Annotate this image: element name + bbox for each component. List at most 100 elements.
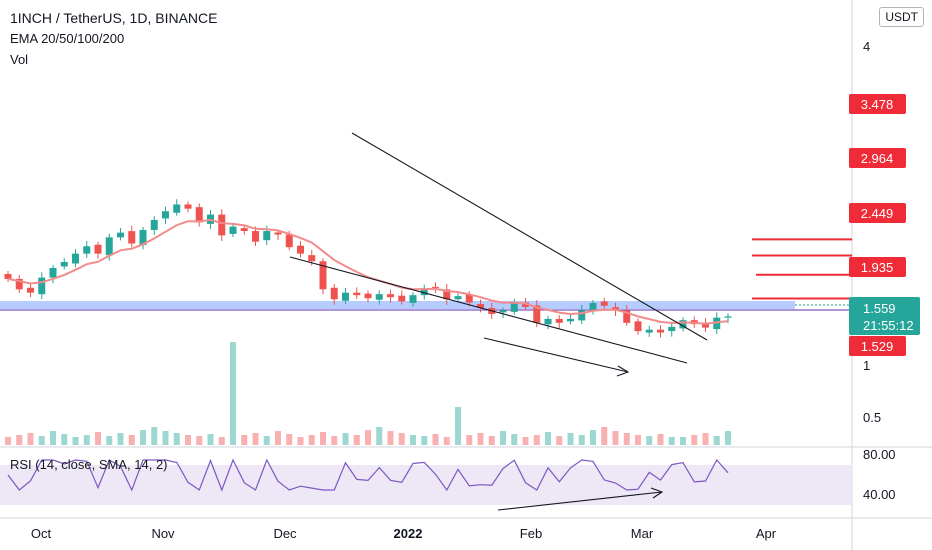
volume-bar <box>432 434 439 445</box>
rsi-tick: 80.00 <box>863 447 896 462</box>
volume-bar <box>263 436 270 445</box>
price-tick: 4 <box>863 39 870 54</box>
time-tick: Mar <box>631 526 654 541</box>
volume-bar <box>106 436 113 445</box>
candle-body <box>533 305 541 323</box>
volume-bar <box>657 434 664 445</box>
candle-body <box>173 204 181 213</box>
rsi-arrow[interactable] <box>497 487 664 511</box>
candle-body <box>27 287 34 293</box>
current-price-badge: 1.559 21:55:12 <box>849 297 920 335</box>
time-tick: Apr <box>756 526 777 541</box>
candle-body <box>139 229 147 246</box>
volume-bar <box>308 435 315 445</box>
volume-bar <box>691 435 698 445</box>
volume-legend[interactable]: Vol <box>10 52 29 67</box>
candle-body <box>49 267 57 278</box>
volume-bar <box>83 435 90 445</box>
level-badge: 2.964 <box>849 148 906 168</box>
volume-bar <box>38 436 45 445</box>
candle-body <box>544 318 552 325</box>
level-badge: 1.935 <box>849 257 906 277</box>
volume-bar <box>680 437 686 445</box>
volume-bar <box>488 436 495 445</box>
volume-bar <box>567 433 574 445</box>
candle-body <box>679 320 687 329</box>
svg-text:1.529: 1.529 <box>861 339 894 354</box>
symbol-title[interactable]: 1INCH / TetherUS, 1D, BINANCE <box>10 10 218 26</box>
volume-bar <box>533 435 540 445</box>
candle-body <box>308 255 316 262</box>
candle-body <box>702 322 709 328</box>
volume-bar <box>590 430 596 445</box>
candle-body <box>38 277 46 295</box>
volume-bar <box>646 436 653 445</box>
price-axis[interactable]: 4 1 0.5 80.00 40.00 <box>863 39 896 502</box>
svg-text:1.935: 1.935 <box>861 260 894 275</box>
level-badge: 2.449 <box>849 203 906 223</box>
volume-bar <box>320 432 326 445</box>
volume-bar <box>162 431 169 445</box>
candle-body <box>432 286 439 288</box>
volume-bar <box>252 433 259 445</box>
currency-button[interactable]: USDT <box>879 7 924 27</box>
volume-bar <box>140 430 146 445</box>
volume-bar <box>500 431 506 445</box>
volume-bar <box>612 431 619 445</box>
volume-bar <box>207 434 214 445</box>
candle-body <box>398 295 406 302</box>
volume-bar <box>398 433 405 445</box>
volume-bar <box>286 434 293 445</box>
candle-body <box>184 204 192 209</box>
candle-body <box>634 321 642 332</box>
volume-bar <box>702 433 709 445</box>
wedge-lower-trendline[interactable] <box>289 256 688 364</box>
volume-bar <box>623 433 630 445</box>
candle-body <box>72 253 79 264</box>
candle-body <box>454 296 462 300</box>
candle-body <box>645 329 653 333</box>
time-tick: Feb <box>520 526 542 541</box>
candle-body <box>60 261 68 267</box>
volume-bar <box>297 437 304 445</box>
volume-bar <box>151 427 158 445</box>
support-badge: 1.529 <box>849 336 906 356</box>
rsi-tick: 40.00 <box>863 487 896 502</box>
svg-text:2.964: 2.964 <box>861 151 894 166</box>
ema-line <box>7 218 729 325</box>
price-tick: 1 <box>863 358 870 373</box>
candle-body <box>240 228 248 232</box>
candle-body <box>724 316 732 318</box>
candle-body <box>657 329 664 333</box>
time-tick: Dec <box>273 526 297 541</box>
candle-body <box>420 288 428 296</box>
price-arrow[interactable] <box>483 337 630 377</box>
candle-body <box>409 295 417 303</box>
candle-body <box>297 245 304 254</box>
volume-bar <box>443 437 450 445</box>
svg-text:2.449: 2.449 <box>861 206 894 221</box>
volume-bar <box>241 435 248 445</box>
candle-body <box>578 310 586 321</box>
candle-body <box>162 211 169 219</box>
candle-body <box>387 294 394 298</box>
volume-bar <box>331 436 338 445</box>
volume-bars <box>5 342 731 445</box>
candle-body <box>499 310 507 313</box>
ema-legend[interactable]: EMA 20/50/100/200 <box>10 31 125 46</box>
time-axis[interactable]: Oct Nov Dec 2022 Feb Mar Apr <box>31 526 777 541</box>
candle-body <box>285 234 293 248</box>
candle-body <box>4 273 12 279</box>
rsi-legend[interactable]: RSI (14, close, SMA, 14, 2) <box>10 457 168 472</box>
candle-body <box>252 231 259 242</box>
candle-body <box>668 326 676 332</box>
candle-body <box>589 303 597 311</box>
volume-bar <box>713 436 720 445</box>
candle-body <box>150 219 158 230</box>
volume-bar <box>353 435 360 445</box>
candle-body <box>263 231 271 241</box>
candle-body <box>353 292 361 296</box>
volume-bar <box>196 436 203 445</box>
wedge-upper-trendline[interactable] <box>351 132 708 341</box>
